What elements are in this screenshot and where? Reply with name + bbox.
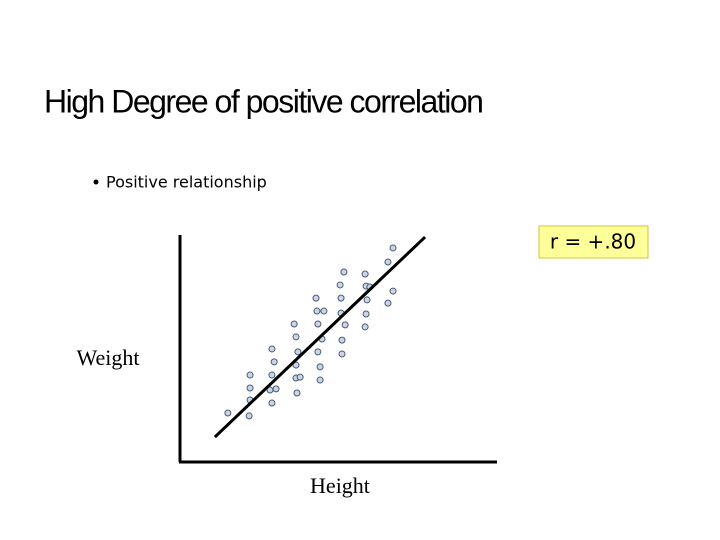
- scatter-point: [389, 287, 397, 295]
- scatter-point: [268, 345, 276, 353]
- scatter-point: [316, 376, 324, 384]
- trend-line: [213, 235, 427, 439]
- scatter-point: [290, 320, 298, 328]
- scatter-point: [313, 307, 321, 315]
- scatter-point: [384, 299, 392, 307]
- y-axis-label: Weight: [77, 345, 140, 370]
- scatter-point: [363, 296, 371, 304]
- x-axis-label: Height: [310, 473, 370, 498]
- scatter-point: [389, 244, 397, 252]
- scatter-point: [296, 373, 304, 381]
- scatter-point: [384, 258, 392, 266]
- scatter-point: [314, 320, 322, 328]
- scatter-point: [292, 333, 300, 341]
- chart-title: High Degree of positive correlation: [44, 83, 482, 119]
- scatter-point: [316, 363, 324, 371]
- scatter-point: [268, 371, 276, 379]
- scatter-point: [336, 281, 344, 289]
- scatter-point: [246, 371, 254, 379]
- bullet: [93, 179, 99, 185]
- scatter-point: [361, 323, 369, 331]
- scatter-point: [361, 270, 369, 278]
- scatter-point: [246, 384, 254, 392]
- scatter-point: [292, 361, 300, 369]
- annotation-box: [538, 225, 649, 259]
- scatter-point: [338, 350, 346, 358]
- annotation: r = +.80: [550, 230, 636, 254]
- scatter-point: [312, 294, 320, 302]
- scatter-point: [314, 348, 322, 356]
- scatter-point: [341, 321, 349, 329]
- scatter-point: [320, 307, 328, 315]
- scatter-point: [268, 399, 276, 407]
- scatter-point: [340, 268, 348, 276]
- scatter-point: [272, 385, 280, 393]
- scatter-point: [294, 348, 302, 356]
- scatter-point: [338, 336, 346, 344]
- scatter-point: [245, 412, 253, 420]
- scatter-point: [362, 310, 370, 318]
- scatter-point: [270, 358, 278, 366]
- subtitle: Positive relationship: [106, 173, 267, 192]
- scatter-point: [224, 409, 232, 417]
- scatter-point: [337, 294, 345, 302]
- scatter-point: [293, 389, 301, 397]
